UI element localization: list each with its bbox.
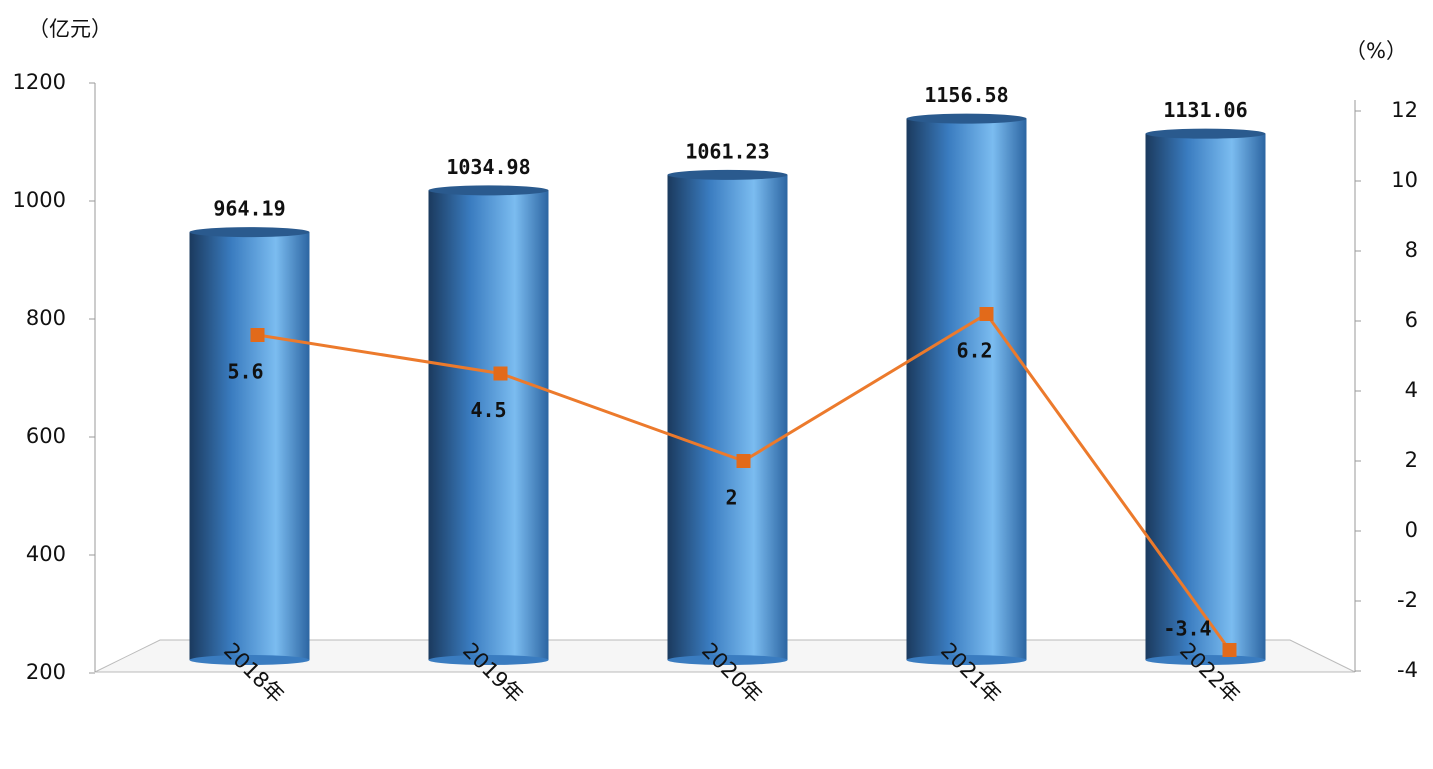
line-value-label: 4.5 [470, 398, 506, 422]
y2-tick-label: 6 [1405, 308, 1418, 332]
y-tick-label: 800 [26, 306, 66, 330]
line-marker [1222, 643, 1237, 657]
bar-bottom [1145, 655, 1266, 665]
bar-bottom [906, 655, 1027, 665]
y-tick-label: 600 [26, 424, 66, 448]
bar-value-label: 1061.23 [685, 139, 769, 163]
y2-tick-label: 2 [1405, 448, 1418, 472]
y-tick-label: 1000 [13, 188, 66, 212]
bar [906, 118, 1027, 660]
bar-top [428, 185, 549, 196]
line-value-label: 2 [725, 486, 737, 510]
y2-tick-label: 4 [1405, 378, 1418, 402]
bar-top [667, 169, 788, 180]
line-marker [979, 307, 994, 321]
bar [189, 232, 310, 660]
line-value-label: 5.6 [227, 360, 263, 384]
y-tick-label: 400 [26, 542, 66, 566]
line-value-label: 6.2 [956, 339, 992, 363]
y2-tick-label: 0 [1405, 518, 1418, 542]
bar-value-label: 1131.06 [1163, 98, 1247, 122]
line-marker [493, 366, 508, 381]
y2-tick-label: 12 [1391, 98, 1418, 122]
y2-tick-label: -4 [1397, 658, 1418, 682]
line-marker [736, 454, 751, 468]
bar [428, 190, 549, 660]
bar [1145, 133, 1266, 660]
bar-top [1145, 128, 1266, 139]
bar-bottom [667, 655, 788, 665]
bar-bottom [428, 655, 549, 665]
bar-top [906, 113, 1027, 124]
y-tick-label: 1200 [13, 70, 66, 94]
y-axis-title: （亿元） [28, 17, 112, 41]
line-marker [250, 328, 265, 342]
y2-tick-label: -2 [1397, 588, 1418, 612]
y2-tick-label: 10 [1391, 168, 1418, 192]
bar-value-label: 1034.98 [446, 155, 530, 179]
line-value-label: -3.4 [1163, 617, 1211, 641]
y-tick-label: 200 [26, 660, 66, 684]
bar-top [189, 227, 310, 238]
bar-bottom [189, 655, 310, 665]
bar-value-label: 964.19 [213, 197, 285, 221]
y2-tick-label: 8 [1405, 238, 1418, 262]
y2-axis-title: （%） [1345, 39, 1407, 63]
bar-value-label: 1156.58 [924, 83, 1008, 107]
bar [667, 174, 788, 660]
